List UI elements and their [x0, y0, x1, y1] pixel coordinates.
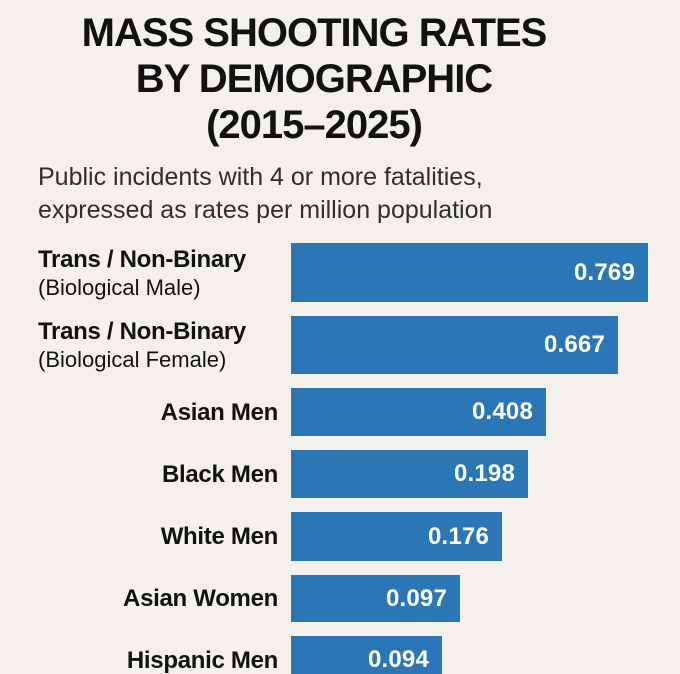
chart-header: MASS SHOOTING RATES BY DEMOGRAPHIC (2015…	[0, 0, 628, 227]
value-label: 0.097	[385, 584, 447, 612]
category-label: White Men	[0, 522, 279, 551]
category-label: Trans / Non-Binary (Biological Female)	[0, 317, 278, 373]
bar-row: Trans / Non-Binary (Biological Female) 0…	[0, 316, 680, 374]
category-label: Asian Men	[0, 398, 279, 427]
category-label-main: Hispanic Men	[126, 646, 278, 674]
value-label: 0.176	[427, 522, 489, 550]
category-label: Hispanic Men	[0, 646, 278, 674]
bar-row: Asian Women 0.097	[0, 575, 680, 622]
bar: 0.176	[291, 512, 502, 561]
chart-title: MASS SHOOTING RATES BY DEMOGRAPHIC (2015…	[81, 11, 548, 147]
value-label: 0.198	[453, 460, 515, 487]
category-label-main: White Men	[160, 523, 279, 550]
bar-row: Asian Men 0.408	[0, 388, 680, 436]
value-label: 0.667	[543, 331, 605, 358]
category-label-main: Asian Women	[123, 585, 278, 612]
bar-chart: Trans / Non-Binary (Biological Male) 0.7…	[0, 243, 680, 674]
bar-row: Trans / Non-Binary (Biological Male) 0.7…	[0, 243, 680, 302]
bar: 0.198	[291, 450, 528, 498]
category-label-main: Asian Men	[160, 398, 279, 426]
category-label-main: Black Men	[161, 460, 278, 488]
category-label-main: Trans / Non-Binary	[38, 245, 246, 273]
value-label: 0.769	[573, 258, 635, 286]
category-label-main: Trans / Non-Binary	[38, 318, 246, 345]
bar: 0.769	[291, 243, 648, 302]
category-label-sub: (Biological Female)	[38, 347, 227, 372]
chart-subtitle: Public incidents with 4 or more fataliti…	[38, 163, 493, 224]
category-label: Black Men	[0, 460, 278, 489]
category-label: Asian Women	[0, 584, 278, 613]
bar: 0.094	[291, 636, 442, 674]
value-label: 0.408	[471, 398, 533, 425]
category-label: Trans / Non-Binary (Biological Male)	[0, 245, 278, 301]
bar: 0.408	[291, 388, 546, 436]
value-label: 0.094	[367, 646, 429, 673]
bar-row: Hispanic Men 0.094	[0, 636, 680, 674]
bar: 0.097	[291, 575, 460, 622]
bar-row: Black Men 0.198	[0, 450, 680, 498]
bar: 0.667	[291, 316, 618, 374]
bar-row: White Men 0.176	[0, 512, 680, 561]
category-label-sub: (Biological Male)	[38, 274, 201, 300]
